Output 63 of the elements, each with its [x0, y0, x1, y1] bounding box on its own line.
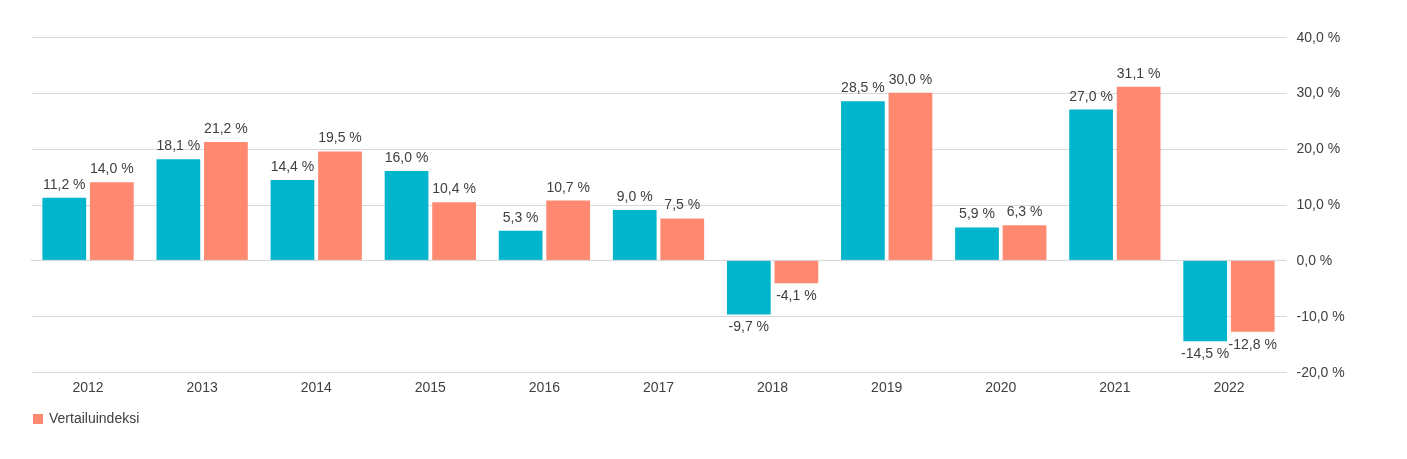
bar: [204, 141, 248, 261]
bar: [42, 197, 87, 261]
y-tick-label: -10,0 %: [1296, 307, 1345, 324]
data-label: 30,0 %: [888, 70, 933, 87]
data-label: 6,3 %: [1006, 203, 1043, 220]
data-label: -14,5 %: [1181, 345, 1230, 362]
data-label: 7,5 %: [664, 196, 701, 213]
y-tick-label: 10,0 %: [1296, 196, 1341, 212]
data-label: -9,7 %: [728, 318, 770, 335]
bar: [432, 202, 476, 261]
x-tick-label: 2017: [642, 378, 675, 395]
data-label: 16,0 %: [384, 149, 429, 165]
data-label: 19,5 %: [318, 129, 362, 146]
x-tick-label: 2021: [1099, 378, 1131, 395]
x-tick-label: 2022: [1213, 378, 1245, 395]
bar: [726, 260, 771, 315]
y-tick-label: 20,0 %: [1296, 140, 1341, 157]
y-tick-label: 40,0 %: [1296, 28, 1341, 45]
bar: [89, 182, 134, 261]
data-label: 11,2 %: [43, 175, 86, 192]
bar: [612, 210, 657, 261]
data-label: -4,1 %: [776, 287, 817, 304]
bar: [1183, 260, 1228, 342]
bar: [1230, 260, 1275, 332]
bar: [498, 230, 543, 261]
bar: [546, 200, 591, 261]
bar: [384, 171, 429, 261]
data-label: 14,4 %: [270, 157, 315, 174]
data-label: 18,1 %: [156, 137, 201, 154]
x-tick-label: 2019: [871, 378, 903, 395]
x-tick-label: 2014: [300, 378, 333, 395]
x-tick-label: 2013: [186, 378, 218, 395]
bar: [1002, 225, 1047, 261]
bar: [774, 260, 819, 284]
data-label: 28,5 %: [841, 79, 885, 96]
data-label: 5,9 %: [959, 205, 995, 222]
data-label: 21,2 %: [204, 119, 248, 136]
bar: [1069, 109, 1113, 261]
data-label: 10,4 %: [432, 180, 476, 197]
x-tick-label: 2016: [528, 378, 561, 395]
legend-label: Vertailuindeksi: [49, 410, 140, 426]
x-tick-label: 2012: [72, 378, 104, 395]
data-label: 10,7 %: [546, 178, 590, 195]
x-tick-label: 2020: [985, 378, 1017, 395]
bar: [660, 218, 705, 261]
bar: [955, 227, 999, 261]
data-label: 14,0 %: [90, 160, 134, 177]
bar: [156, 159, 201, 261]
x-tick-label: 2018: [757, 378, 789, 395]
bar: [318, 151, 362, 261]
bar: [841, 101, 885, 261]
data-label: 9,0 %: [616, 188, 653, 205]
y-tick-label: 0,0 %: [1296, 251, 1333, 268]
bar: [1116, 86, 1161, 261]
x-tick-label: 2015: [414, 378, 447, 395]
data-label: -12,8 %: [1228, 335, 1277, 352]
bar: [888, 92, 933, 261]
data-label: 5,3 %: [502, 208, 539, 225]
y-tick-label: 30,0 %: [1296, 84, 1341, 101]
y-tick-label: -20,0 %: [1296, 363, 1345, 380]
bar: [270, 179, 315, 261]
data-label: 27,0 %: [1069, 87, 1113, 104]
data-label: 31,1 %: [1116, 64, 1161, 81]
